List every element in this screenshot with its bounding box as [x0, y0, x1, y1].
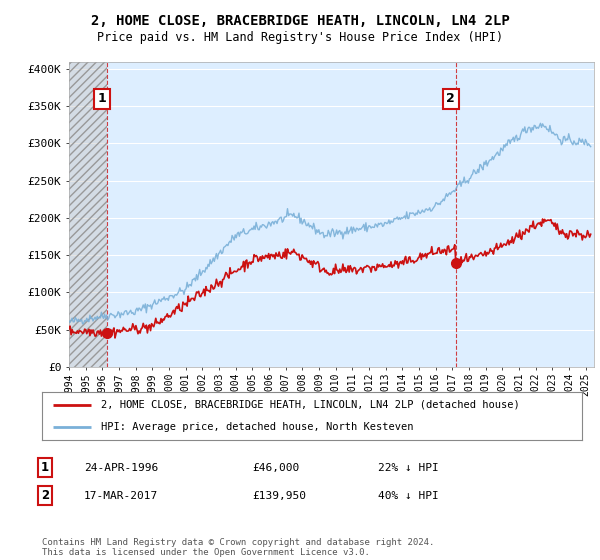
Text: £139,950: £139,950 [252, 491, 306, 501]
Text: 1: 1 [98, 92, 107, 105]
Bar [69, 62, 107, 367]
Text: 1: 1 [41, 461, 49, 474]
Text: 2: 2 [41, 489, 49, 502]
Text: Price paid vs. HM Land Registry's House Price Index (HPI): Price paid vs. HM Land Registry's House … [97, 31, 503, 44]
Text: Contains HM Land Registry data © Crown copyright and database right 2024.
This d: Contains HM Land Registry data © Crown c… [42, 538, 434, 557]
Text: £46,000: £46,000 [252, 463, 299, 473]
Text: 2, HOME CLOSE, BRACEBRIDGE HEATH, LINCOLN, LN4 2LP: 2, HOME CLOSE, BRACEBRIDGE HEATH, LINCOL… [91, 14, 509, 28]
Text: 2, HOME CLOSE, BRACEBRIDGE HEATH, LINCOLN, LN4 2LP (detached house): 2, HOME CLOSE, BRACEBRIDGE HEATH, LINCOL… [101, 400, 520, 410]
Text: 17-MAR-2017: 17-MAR-2017 [84, 491, 158, 501]
Text: HPI: Average price, detached house, North Kesteven: HPI: Average price, detached house, Nort… [101, 422, 414, 432]
Text: 40% ↓ HPI: 40% ↓ HPI [378, 491, 439, 501]
Bar [69, 62, 107, 367]
Text: 2: 2 [446, 92, 455, 105]
Text: 24-APR-1996: 24-APR-1996 [84, 463, 158, 473]
Text: 22% ↓ HPI: 22% ↓ HPI [378, 463, 439, 473]
